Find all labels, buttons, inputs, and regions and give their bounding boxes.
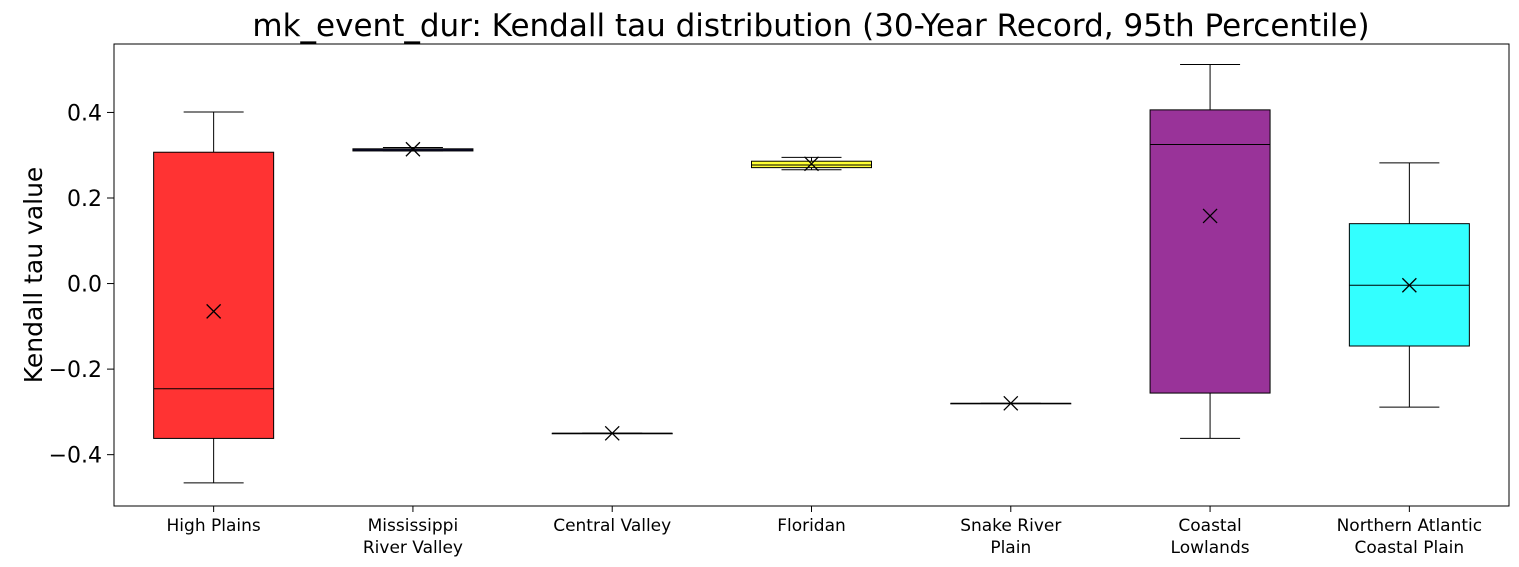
x-tick-label: Plain: [990, 538, 1031, 558]
y-tick-label: 0.4: [67, 101, 102, 126]
x-tick-label: Central Valley: [553, 516, 671, 536]
box-6: [1149, 64, 1271, 439]
y-tick-label: 0.2: [67, 187, 102, 212]
y-tick-label: 0.0: [67, 273, 102, 298]
x-tick-label: River Valley: [363, 538, 463, 558]
chart-title: mk_event_dur: Kendall tau distribution (…: [252, 8, 1369, 44]
y-axis-ticks: −0.4 −0.2 0.0 0.2 0.4: [49, 101, 114, 469]
mean-marker: [206, 303, 222, 319]
y-tick-label: −0.4: [49, 444, 102, 469]
mean-marker: [1401, 277, 1417, 293]
box-7: [1348, 162, 1470, 408]
x-tick-label: High Plains: [167, 516, 261, 536]
x-tick-label: Coastal Plain: [1355, 538, 1465, 558]
y-axis-label: Kendall tau value: [19, 167, 48, 384]
x-tick-label: Mississippi: [368, 516, 459, 536]
mean-marker: [804, 156, 819, 172]
y-tick-label: −0.2: [49, 358, 102, 383]
iqr-box: [153, 151, 275, 439]
x-tick-label: Floridan: [777, 516, 846, 536]
box-2: [352, 141, 474, 157]
x-tick-label: Coastal: [1178, 516, 1241, 536]
x-tick-label: Snake River: [960, 516, 1061, 536]
plot-area-frame: [113, 43, 1510, 507]
mean-marker: [405, 141, 421, 157]
x-tick-label: Northern Atlantic: [1337, 516, 1483, 536]
iqr-box: [1149, 109, 1271, 394]
box-5: [950, 395, 1072, 411]
mean-marker: [1003, 395, 1019, 411]
box-1: [153, 111, 275, 484]
box-4: [751, 156, 872, 172]
boxes-group: [153, 64, 1470, 484]
box-3: [551, 425, 673, 441]
mean-marker: [1202, 208, 1218, 224]
x-tick-label: Lowlands: [1171, 538, 1250, 558]
mean-marker: [604, 425, 620, 441]
